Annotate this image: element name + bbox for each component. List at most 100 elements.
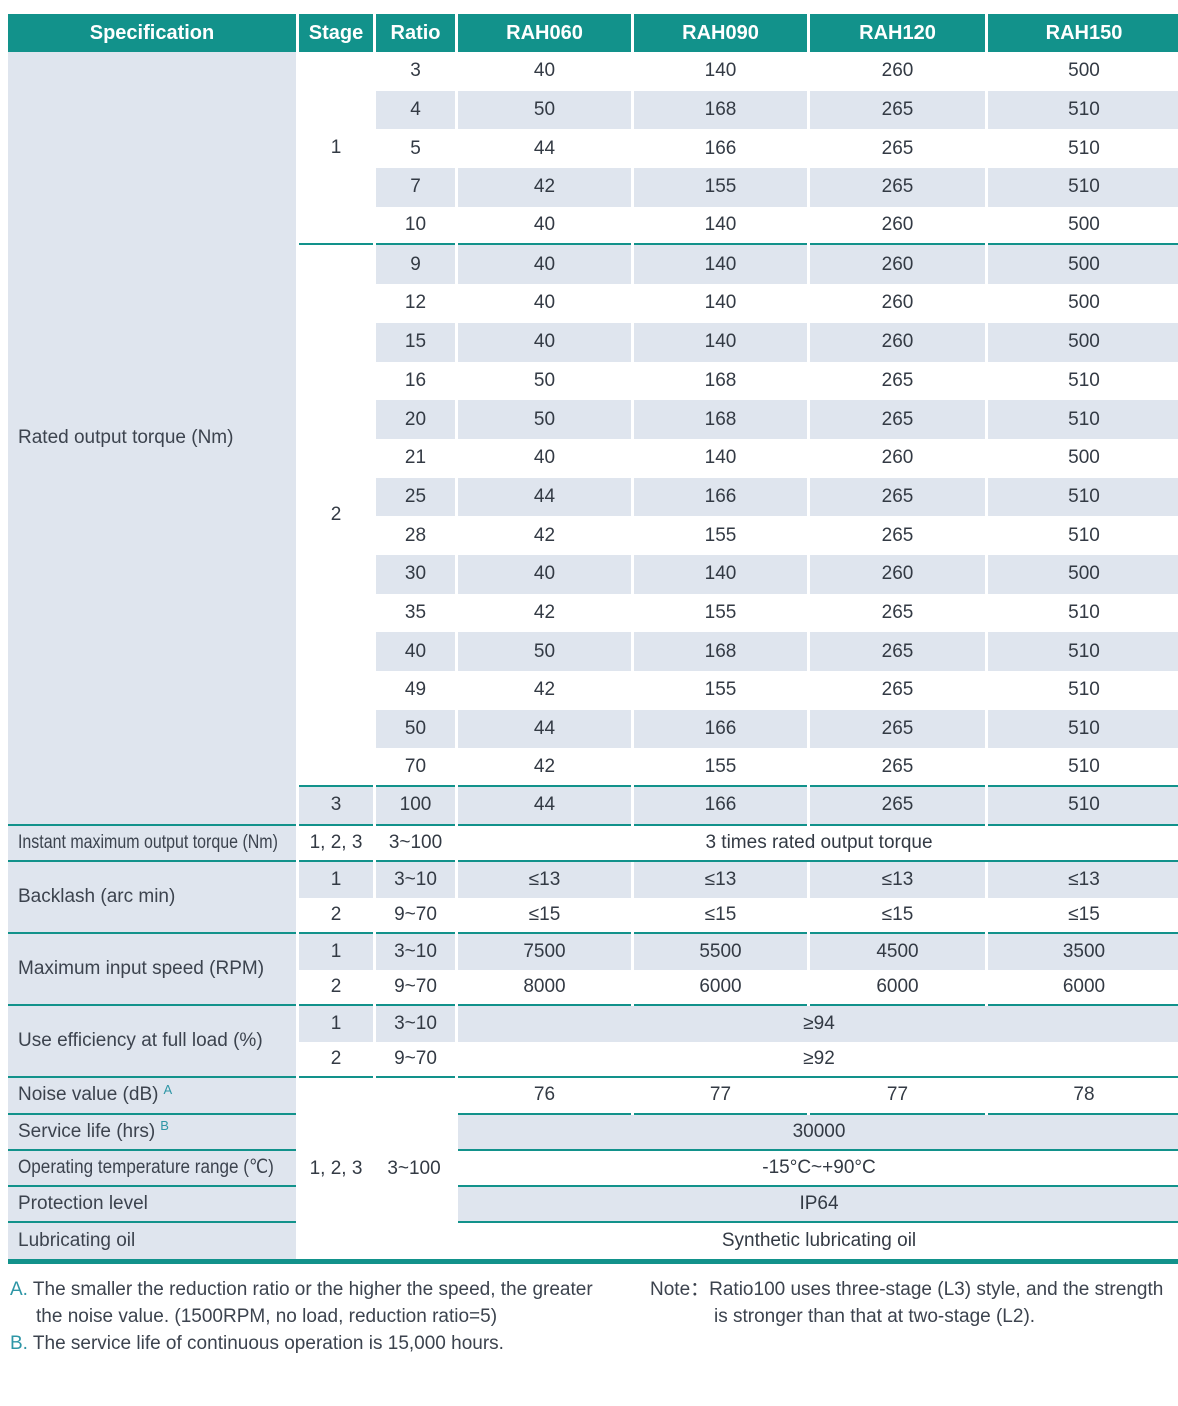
torque-value-cell: 140 — [634, 554, 807, 594]
torque-value-cell-text: 50 — [533, 408, 556, 430]
torque-value-cell: 42 — [458, 748, 631, 788]
torque-value-cell: 510 — [988, 787, 1178, 826]
value-text: ≤13 — [1068, 868, 1100, 890]
span-value-cell: -15°C~+90°C — [458, 1151, 1178, 1187]
spec-label-text: Noise value (dB) — [18, 1084, 159, 1106]
torque-value-cell: 500 — [988, 439, 1178, 478]
ratio-cell-text: 4 — [410, 99, 421, 121]
torque-value-cell-text: 265 — [881, 718, 914, 740]
torque-value-cell-text: 510 — [1068, 524, 1100, 546]
torque-value-cell-text: 42 — [533, 755, 556, 777]
row-label-instant-max-torque: Instant maximum output torque (Nm) — [8, 825, 296, 862]
value-text: ≤13 — [528, 868, 561, 890]
ratio-cell: 49 — [376, 671, 455, 710]
torque-value-cell: 265 — [810, 516, 985, 555]
torque-value-cell: 140 — [634, 245, 807, 285]
ratio-cell: 9 — [376, 245, 455, 285]
torque-value-cell-text: 40 — [533, 447, 556, 469]
torque-value-cell-text: 140 — [704, 214, 737, 236]
ratio-cell: 12 — [376, 284, 455, 323]
torque-value-cell: 155 — [634, 168, 807, 207]
torque-value-cell-text: 265 — [881, 794, 914, 816]
torque-value-cell: 166 — [634, 477, 807, 517]
stage-value: 1 — [330, 1013, 342, 1035]
torque-value-cell: 140 — [634, 207, 807, 246]
ratio-cell-text: 40 — [404, 640, 427, 662]
value-cell: ≤13 — [634, 861, 807, 898]
torque-value-cell: 44 — [458, 129, 631, 168]
footnote-b: B. The service life of continuous operat… — [10, 1331, 624, 1358]
stage-value: 1 — [330, 941, 342, 963]
ratio-cell: 20 — [376, 400, 455, 439]
ratio-cell: 16 — [376, 362, 455, 401]
ratio-cell-text: 12 — [404, 292, 427, 314]
spec-label-text: Instant maximum output torque (Nm) — [18, 831, 278, 853]
ratio-cell-text: 50 — [404, 718, 427, 740]
torque-value-cell: 510 — [988, 671, 1178, 710]
torque-value-cell: 265 — [810, 787, 985, 826]
span-value-cell: IP64 — [458, 1186, 1178, 1223]
value-cell: 6000 — [634, 970, 807, 1007]
torque-value-cell-text: 260 — [881, 292, 914, 314]
footnote-a-marker: A. — [10, 1278, 28, 1300]
torque-value-cell: 168 — [634, 632, 807, 671]
value-cell: ≤13 — [810, 861, 985, 898]
torque-value-cell: 168 — [634, 90, 807, 130]
torque-value-cell: 166 — [634, 787, 807, 826]
torque-value-cell: 510 — [988, 362, 1178, 401]
header-rah120: RAH120 — [810, 14, 985, 52]
ratio-cell: 35 — [376, 594, 455, 633]
torque-value-cell: 42 — [458, 671, 631, 710]
stage-value: 1, 2, 3 — [309, 1157, 363, 1179]
torque-value-cell: 166 — [634, 709, 807, 749]
torque-value-cell: 510 — [988, 516, 1178, 555]
stage-value: 1, 2, 3 — [309, 831, 363, 853]
torque-value-cell: 50 — [458, 632, 631, 671]
ratio-cell: 5 — [376, 129, 455, 168]
spec-label-text: Backlash (arc min) — [18, 885, 176, 907]
ratio-cell: 3~10 — [376, 861, 455, 898]
value-text: 3500 — [1062, 941, 1106, 963]
stage-cell-text: 2 — [330, 504, 342, 526]
value-cell: 3500 — [988, 934, 1178, 971]
stage-value: 1 — [330, 868, 342, 890]
row-label-backlash: Backlash (arc min) — [8, 861, 296, 935]
value-cell: ≤15 — [634, 898, 807, 935]
footnote-a: A. The smaller the reduction ratio or th… — [10, 1277, 624, 1331]
torque-value-cell-text: 510 — [1068, 718, 1100, 740]
ratio-cell: 9~70 — [376, 970, 455, 1007]
torque-value-cell-text: 265 — [881, 99, 914, 121]
footnote-a-text: The smaller the reduction ratio or the h… — [32, 1278, 593, 1327]
spec-label-text: Protection level — [18, 1192, 148, 1214]
ratio-cell: 28 — [376, 516, 455, 555]
ratio-value: 3~10 — [394, 868, 437, 890]
spec-label-text: Lubricating oil — [18, 1229, 136, 1251]
table-bottom-rule — [8, 1258, 1178, 1264]
value-text: 8000 — [523, 976, 566, 998]
ratio-cell-text: 21 — [404, 447, 427, 469]
row-label-operating-temp: Operating temperature range (℃) — [8, 1150, 296, 1187]
value-cell: ≤13 — [988, 861, 1178, 898]
stage-cell: 2 — [299, 1042, 373, 1079]
value-cell: 7500 — [458, 934, 631, 971]
ratio-cell: 4 — [376, 90, 455, 130]
torque-value-cell-text: 155 — [704, 601, 737, 623]
torque-value-cell-text: 510 — [1068, 408, 1100, 430]
torque-value-cell-text: 155 — [704, 755, 737, 777]
ratio-cell: 50 — [376, 709, 455, 749]
stage-cell: 2 — [299, 245, 373, 788]
torque-value-cell-text: 500 — [1068, 331, 1100, 353]
torque-value-cell-text: 140 — [704, 292, 737, 314]
stage-cell: 2 — [299, 898, 373, 935]
row-label-noise-value: Noise value (dB) A — [8, 1078, 296, 1115]
torque-value-cell: 265 — [810, 168, 985, 207]
row-label-protection-level: Protection level — [8, 1186, 296, 1223]
torque-value-cell-text: 44 — [533, 794, 556, 816]
span-value-cell: ≥92 — [458, 1042, 1178, 1079]
torque-value-cell: 265 — [810, 671, 985, 710]
torque-value-cell: 260 — [810, 322, 985, 362]
ratio-cell: 7 — [376, 168, 455, 207]
torque-value-cell-text: 44 — [533, 485, 556, 507]
footnote-ref-a: A — [163, 1081, 173, 1097]
torque-value-cell: 50 — [458, 362, 631, 401]
